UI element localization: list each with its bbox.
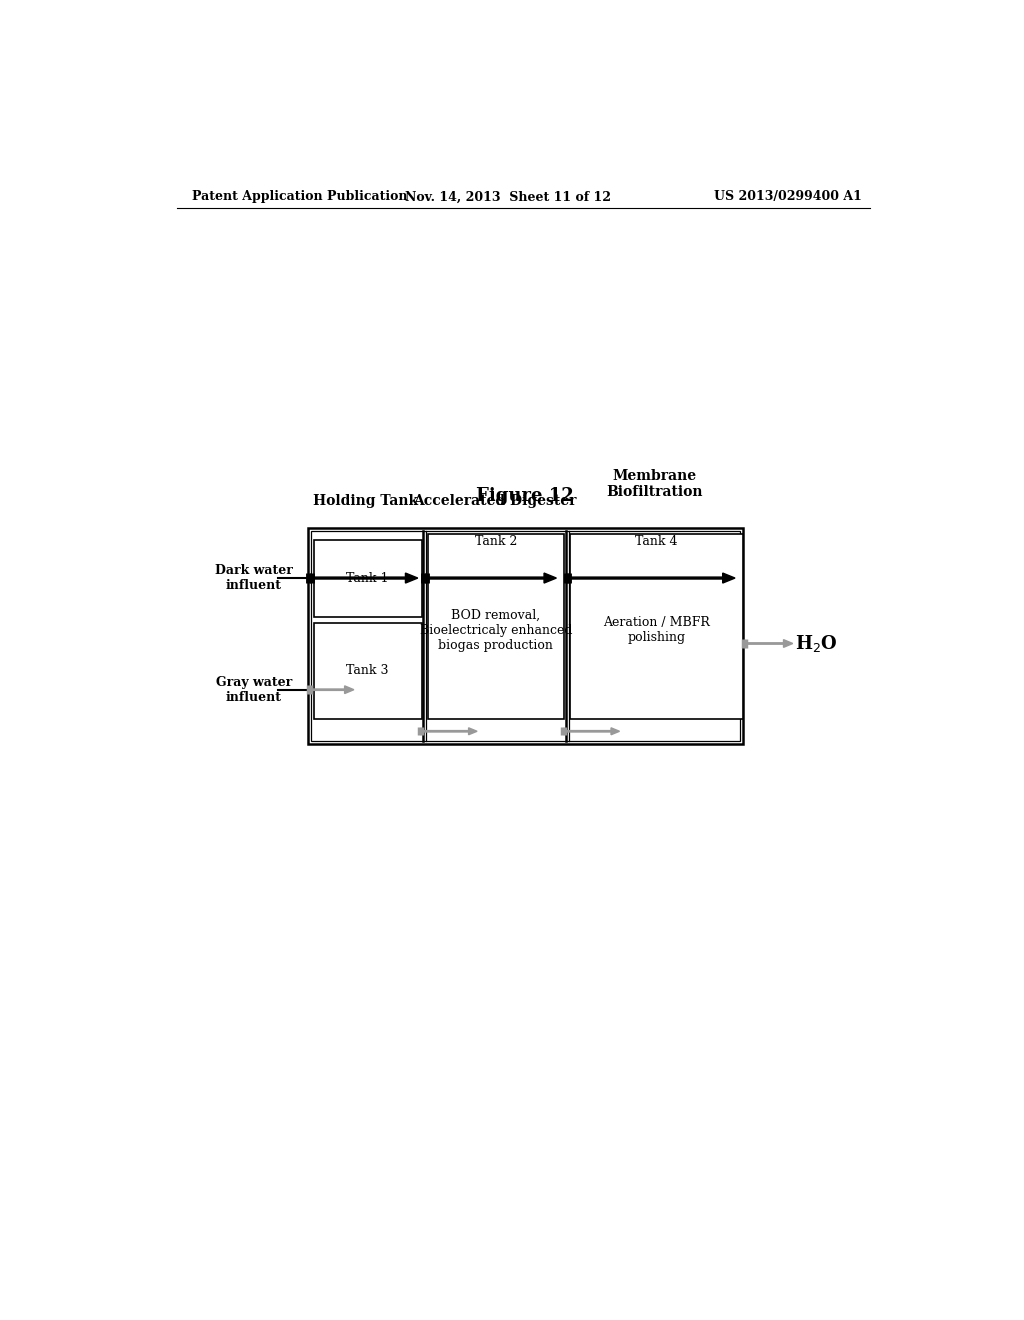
Text: Tank 1: Tank 1 <box>346 572 389 585</box>
FancyArrow shape <box>427 573 556 583</box>
Text: Gray water
influent: Gray water influent <box>216 676 292 704</box>
FancyArrow shape <box>569 573 735 583</box>
Text: Figure 12: Figure 12 <box>476 487 573 506</box>
FancyArrow shape <box>311 573 418 583</box>
Bar <box>307 528 742 743</box>
Bar <box>310 531 739 741</box>
Text: BOD removal,
Bioelectricaly enhanced
biogas production: BOD removal, Bioelectricaly enhanced bio… <box>420 609 572 652</box>
Text: Patent Application Publication: Patent Application Publication <box>193 190 408 203</box>
Text: Accelerated Digester: Accelerated Digester <box>413 494 577 508</box>
FancyArrow shape <box>565 727 620 735</box>
Text: Nov. 14, 2013  Sheet 11 of 12: Nov. 14, 2013 Sheet 11 of 12 <box>404 190 611 203</box>
Text: Holding Tank: Holding Tank <box>313 494 418 508</box>
Text: Membrane
Biofiltration: Membrane Biofiltration <box>606 469 702 499</box>
Bar <box>313 540 422 616</box>
Text: US 2013/0299400 A1: US 2013/0299400 A1 <box>714 190 862 203</box>
Text: Tank 2: Tank 2 <box>475 536 517 548</box>
FancyArrow shape <box>310 686 354 693</box>
Bar <box>570 535 742 719</box>
FancyArrow shape <box>745 640 793 647</box>
FancyArrow shape <box>422 727 477 735</box>
Text: Dark water
influent: Dark water influent <box>215 564 293 593</box>
Bar <box>428 535 564 719</box>
Bar <box>313 623 422 719</box>
Text: Tank 4: Tank 4 <box>635 536 678 548</box>
Text: H$_2$O: H$_2$O <box>795 634 838 653</box>
Text: Tank 3: Tank 3 <box>346 664 389 677</box>
Text: Aeration / MBFR
polishing: Aeration / MBFR polishing <box>603 616 710 644</box>
